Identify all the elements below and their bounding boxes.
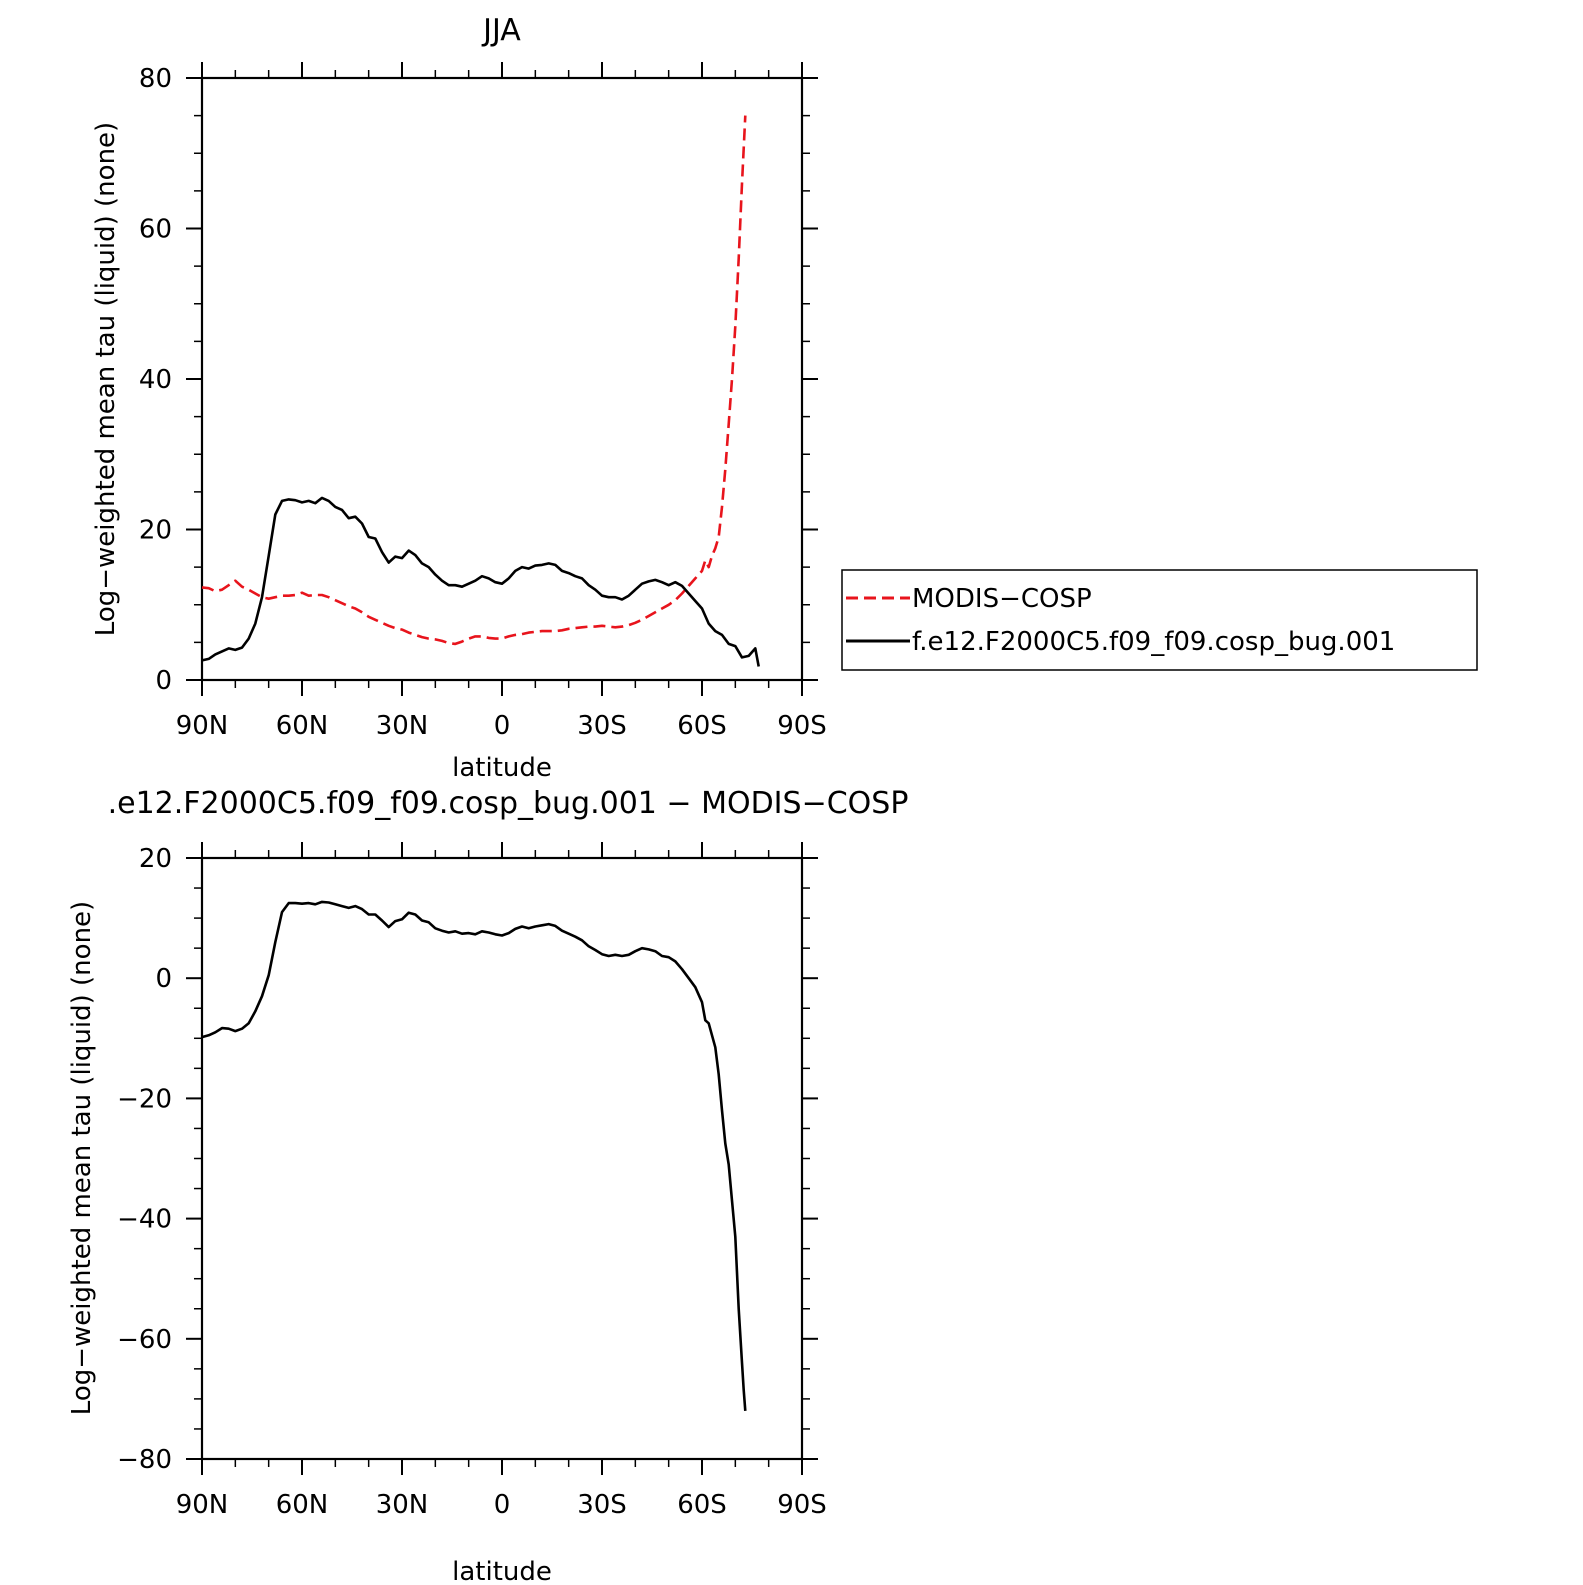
top-plot-frame: [200, 76, 804, 682]
legend-box: [841, 569, 1478, 671]
top-y-tick-label: 0: [155, 666, 172, 696]
bottom-plot-frame: [200, 856, 804, 1461]
top-y-tick-label: 20: [139, 516, 172, 546]
bottom-y-tick-label: −20: [117, 1084, 172, 1114]
top-x-axis-title: latitude: [452, 753, 552, 783]
top-x-tick-label: 30N: [376, 711, 429, 741]
bottom-y-tick-label: −80: [117, 1445, 172, 1475]
top-y-axis-title: Log−weighted mean tau (liquid) (none): [91, 122, 121, 636]
bottom-panel: .e12.F2000C5.f09_f09.cosp_bug.001 − MODI…: [67, 786, 908, 1585]
bottom-panel-title: .e12.F2000C5.f09_f09.cosp_bug.001 − MODI…: [108, 786, 909, 821]
legend-label-model: f.e12.F2000C5.f09_f09.cosp_bug.001: [912, 627, 1395, 657]
top-series-line-0: [201, 115, 747, 646]
top-panel: JJA 90N 60N 30N 0 30S 60S 90S 0 20 40 60 80 latitud…: [91, 13, 827, 783]
top-panel-title: JJA: [481, 13, 521, 48]
bottom-series-line-0: [201, 900, 747, 1411]
bottom-y-tick-label: 20: [139, 844, 172, 874]
top-plot-area: 90N 60N 30N 0 30S 60S 90S 0 20 40 60 80: [139, 62, 827, 741]
bottom-plot-area: 90N 60N 30N 0 30S 60S 90S −80 −60 −40 −20 0 20: [117, 842, 827, 1520]
bottom-x-tick-label: 0: [494, 1490, 511, 1520]
top-x-tick-label: 60N: [276, 711, 329, 741]
top-x-tick-label: 90N: [176, 711, 229, 741]
legend-label-modis: MODIS−COSP: [912, 584, 1092, 614]
bottom-y-tick-label: −40: [117, 1205, 172, 1235]
top-y-tick-label: 80: [139, 64, 172, 94]
bottom-x-axis-title: latitude: [452, 1557, 552, 1585]
bottom-x-tick-label: 60S: [677, 1490, 727, 1520]
top-x-tick-label: 60S: [677, 711, 727, 741]
top-series-line-1: [201, 496, 760, 667]
bottom-y-axis-title: Log−weighted mean tau (liquid) (none): [67, 901, 97, 1415]
bottom-x-tick-label: 60N: [276, 1490, 329, 1520]
top-y-tick-label: 40: [139, 365, 172, 395]
top-x-tick-label: 90S: [777, 711, 827, 741]
bottom-y-tick-label: −60: [117, 1325, 172, 1355]
legend: MODIS−COSP f.e12.F2000C5.f09_f09.cosp_bu…: [841, 569, 1478, 671]
bottom-y-tick-label: 0: [155, 964, 172, 994]
bottom-x-tick-label: 90N: [176, 1490, 229, 1520]
top-x-tick-label: 30S: [577, 711, 627, 741]
bottom-x-tick-label: 30N: [376, 1490, 429, 1520]
bottom-x-tick-label: 90S: [777, 1490, 827, 1520]
top-x-tick-label: 0: [494, 711, 511, 741]
top-y-tick-label: 60: [139, 215, 172, 245]
bottom-x-tick-label: 30S: [577, 1490, 627, 1520]
